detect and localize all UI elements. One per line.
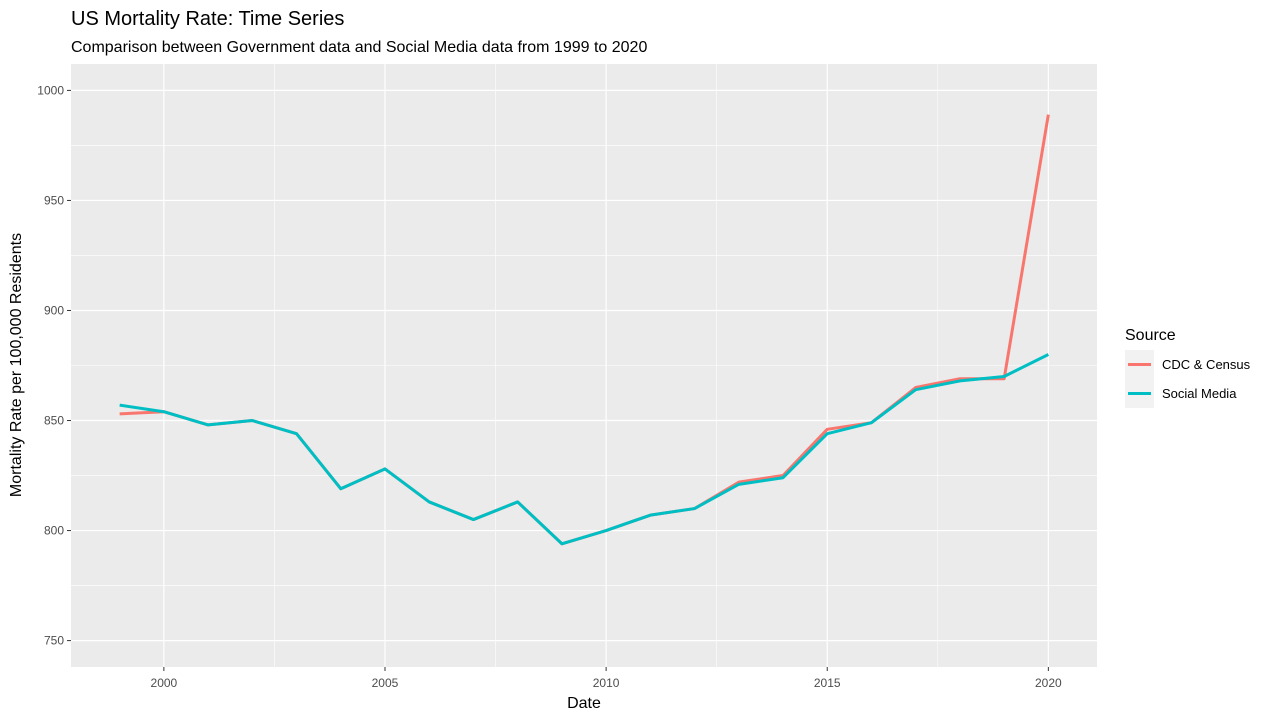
y-tick-label: 850 bbox=[44, 414, 64, 428]
y-tick-label: 900 bbox=[44, 303, 64, 317]
x-tick-label: 2000 bbox=[151, 676, 178, 690]
legend-title: Source bbox=[1125, 327, 1176, 344]
y-tick-label: 800 bbox=[44, 524, 64, 538]
series-layer bbox=[119, 114, 1050, 546]
chart-subtitle: Comparison between Government data and S… bbox=[71, 39, 647, 56]
y-axis: 750 800 850 900 950 1000 bbox=[37, 83, 71, 648]
y-tick-label: 1000 bbox=[37, 83, 64, 97]
y-tick-label: 950 bbox=[44, 193, 64, 207]
x-axis: 2000 2005 2010 2015 2020 bbox=[151, 667, 1062, 690]
y-tick-label: 750 bbox=[44, 634, 64, 648]
legend-label-social-media: Social Media bbox=[1162, 386, 1237, 401]
major-gridlines bbox=[71, 64, 1097, 667]
series-line-social-media bbox=[119, 353, 1050, 546]
legend: Source CDC & Census Social Media bbox=[1125, 327, 1251, 408]
x-tick-label: 2015 bbox=[814, 676, 841, 690]
minor-gridlines bbox=[71, 64, 1097, 667]
x-tick-label: 2005 bbox=[372, 676, 399, 690]
x-axis-title: Date bbox=[567, 695, 601, 712]
chart-title: US Mortality Rate: Time Series bbox=[71, 8, 344, 30]
legend-label-cdc-census: CDC & Census bbox=[1162, 357, 1251, 372]
y-axis-title: Mortality Rate per 100,000 Residents bbox=[8, 233, 25, 497]
x-tick-label: 2020 bbox=[1035, 676, 1062, 690]
x-tick-label: 2010 bbox=[593, 676, 620, 690]
legend-items: CDC & Census Social Media bbox=[1125, 350, 1251, 408]
